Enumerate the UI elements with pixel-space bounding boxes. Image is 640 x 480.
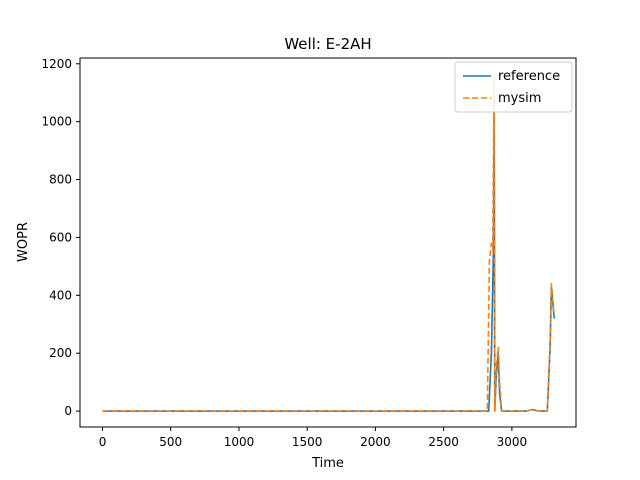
x-tick-label: 2500 xyxy=(428,435,459,449)
plot-frame xyxy=(79,57,577,428)
series-layer xyxy=(102,77,555,412)
y-tick-label: 1200 xyxy=(41,57,72,71)
legend-label-mysim: mysim xyxy=(498,91,541,106)
x-tick-label: 1000 xyxy=(224,435,255,449)
legend: reference mysim xyxy=(454,61,573,113)
y-tick-label: 200 xyxy=(49,346,72,360)
y-axis-label: WOPR xyxy=(16,222,31,262)
x-tick-label: 3000 xyxy=(497,435,528,449)
y-tick-label: 800 xyxy=(49,173,72,187)
x-tick-label: 500 xyxy=(159,435,182,449)
chart-title: Well: E-2AH xyxy=(284,35,371,53)
y-tick-label: 400 xyxy=(49,288,72,302)
y-tick-label: 0 xyxy=(64,404,72,418)
y-tick-label: 600 xyxy=(49,230,72,244)
x-tick-label: 1500 xyxy=(292,435,323,449)
legend-box xyxy=(454,61,573,113)
y-tick-label: 1000 xyxy=(41,115,72,129)
x-tick-label: 2000 xyxy=(360,435,391,449)
ticks-layer: 0 500 1000 1500 2000 2500 3000 0 200 400 600 800 100… xyxy=(41,57,527,449)
x-axis-label: Time xyxy=(311,456,344,471)
series-line-mysim xyxy=(102,77,555,412)
legend-label-reference: reference xyxy=(498,69,560,84)
x-tick-label: 0 xyxy=(99,435,107,449)
